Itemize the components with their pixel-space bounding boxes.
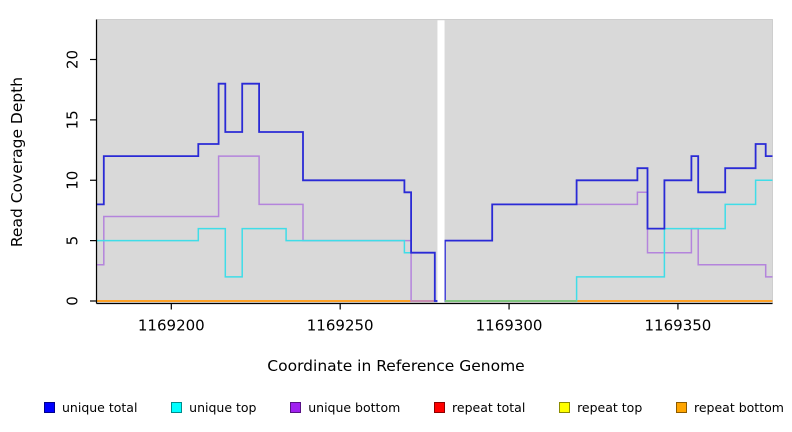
coverage-gap xyxy=(437,20,445,304)
legend-label: repeat bottom xyxy=(694,400,784,415)
y-tick-label: 20 xyxy=(63,50,81,69)
series-line-unique-total xyxy=(97,82,773,302)
legend-item-unique-total: unique total xyxy=(44,400,137,415)
legend-swatch xyxy=(290,402,302,413)
legend-label: unique bottom xyxy=(308,400,401,415)
legend-swatch xyxy=(44,402,55,413)
legend-label: repeat total xyxy=(452,400,526,415)
y-axis-title: Read Coverage Depth xyxy=(8,76,26,248)
legend-label: unique top xyxy=(189,400,257,415)
y-tick-label: 15 xyxy=(63,110,81,129)
x-tick-label: 1169350 xyxy=(645,317,712,335)
legend-item-repeat-total: repeat total xyxy=(434,400,525,415)
x-tick-label: 1169250 xyxy=(307,317,374,335)
legend-item-repeat-bottom: repeat bottom xyxy=(676,400,784,415)
legend-item-unique-top: unique top xyxy=(171,400,256,415)
legend: unique total unique top unique bottom repea… xyxy=(44,400,784,415)
y-tick-label: 10 xyxy=(63,171,81,190)
legend-label: repeat top xyxy=(577,400,643,415)
x-tick-label: 1169300 xyxy=(476,317,543,335)
legend-item-unique-bottom: unique bottom xyxy=(290,400,400,415)
legend-swatch xyxy=(559,402,571,413)
y-tick-label: 5 xyxy=(63,236,81,246)
x-tick-label: 1169200 xyxy=(138,317,205,335)
legend-swatch xyxy=(171,402,183,413)
coverage-plot: 1169200 1169250 1169300 1169350 0 5 10 15 20 xyxy=(63,19,773,335)
legend-label: unique total xyxy=(62,400,138,415)
legend-item-repeat-top: repeat top xyxy=(559,400,642,415)
x-axis-title: Coordinate in Reference Genome xyxy=(267,357,525,375)
legend-swatch xyxy=(434,402,446,413)
legend-swatch xyxy=(676,402,687,413)
y-tick-label: 0 xyxy=(63,296,81,306)
